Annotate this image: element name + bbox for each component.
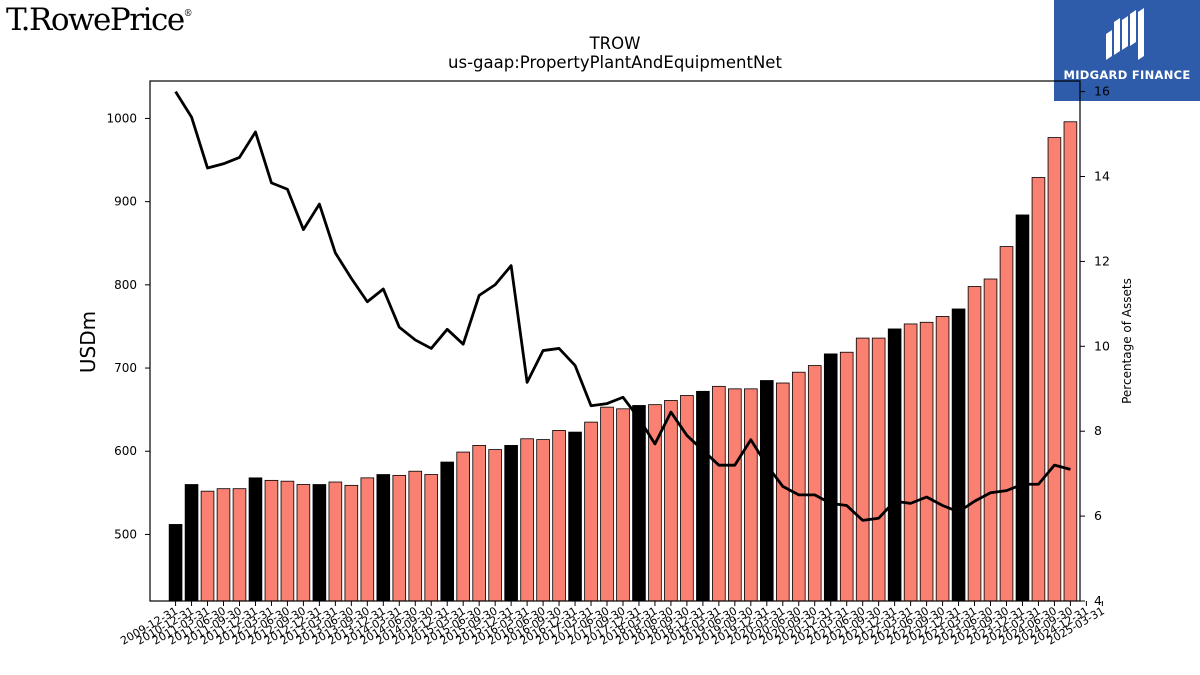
bar <box>887 328 902 602</box>
bar <box>696 390 710 602</box>
bar <box>664 400 678 602</box>
primary-y-axis: 500 600 700 800 900 1000 <box>106 111 150 541</box>
bar <box>680 395 694 602</box>
bar <box>264 479 279 602</box>
secondary-y-axis: 4 6 8 10 12 14 16 <box>1080 84 1110 608</box>
bar <box>408 470 423 602</box>
bar <box>632 405 646 602</box>
midgard-finance-logo: MIDGARD FINANCE <box>1054 0 1200 101</box>
bar <box>935 316 950 602</box>
bar <box>456 451 470 602</box>
bar <box>520 438 534 602</box>
bar <box>472 445 486 602</box>
bar <box>807 365 822 602</box>
bar <box>999 246 1014 602</box>
bar <box>328 481 343 602</box>
y2-axis-label: Percentage of Assets <box>1120 278 1134 404</box>
bar <box>536 439 550 602</box>
bar <box>504 445 518 602</box>
bar <box>983 278 998 602</box>
bar <box>919 321 934 602</box>
y2-tick-label: 4 <box>1094 593 1102 608</box>
midgard-mark-icon <box>1106 8 1144 60</box>
y2-tick-label: 14 <box>1094 169 1110 184</box>
bar <box>1015 214 1030 602</box>
y-tick-label: 700 <box>114 361 137 375</box>
bar <box>823 353 838 602</box>
bar <box>712 385 726 602</box>
bar <box>871 337 886 602</box>
bar <box>584 421 598 602</box>
x-axis: 2009-12-312010-12-312011-03-312011-06-30… <box>118 601 1107 648</box>
bar <box>600 406 614 602</box>
bar <box>616 408 630 602</box>
bar <box>760 380 774 602</box>
bar-series <box>168 121 1078 602</box>
bar <box>168 524 183 602</box>
plot-frame <box>149 80 1081 602</box>
bar <box>296 484 311 602</box>
chart-title: TROW <box>589 34 641 53</box>
bar <box>903 323 918 602</box>
bar <box>232 488 247 602</box>
bar <box>568 431 582 602</box>
y-tick-label: 900 <box>114 195 137 209</box>
bar <box>775 382 790 602</box>
y-tick-label: 500 <box>114 527 137 541</box>
partner-name: MIDGARD FINANCE <box>1063 68 1191 82</box>
y2-tick-label: 12 <box>1094 253 1110 268</box>
y2-tick-label: 10 <box>1094 338 1110 353</box>
bar <box>839 351 854 602</box>
y-tick-label: 1000 <box>106 111 137 125</box>
registered-mark: ® <box>183 8 193 19</box>
bar <box>855 337 870 602</box>
bar <box>312 484 327 602</box>
bar <box>440 461 455 602</box>
bar <box>1031 177 1046 602</box>
bar <box>967 286 982 602</box>
y-tick-label: 800 <box>114 278 137 292</box>
bar <box>728 388 742 602</box>
y-axis-label: USDm <box>76 311 100 373</box>
bar <box>1047 137 1062 602</box>
bar <box>216 488 231 602</box>
bar <box>424 474 439 602</box>
bar <box>951 308 966 602</box>
chart-subtitle: us-gaap:PropertyPlantAndEquipmentNet <box>448 53 782 72</box>
bar <box>344 484 359 602</box>
t-rowe-price-logo: T.RowePrice® <box>6 2 193 38</box>
bar <box>360 477 375 602</box>
bar <box>552 430 566 602</box>
bar <box>184 484 199 602</box>
y2-tick-label: 16 <box>1094 84 1110 99</box>
percentage-of-assets-line <box>174 90 1071 522</box>
y2-tick-label: 8 <box>1094 423 1102 438</box>
bar <box>280 480 295 602</box>
bar <box>744 388 758 602</box>
bar <box>200 490 215 602</box>
bar <box>376 474 391 602</box>
y2-tick-label: 6 <box>1094 508 1102 523</box>
bar <box>791 371 806 602</box>
y-tick-label: 600 <box>114 444 137 458</box>
bar <box>1063 121 1078 602</box>
brand-name: T.RowePrice <box>6 2 185 38</box>
bar <box>248 477 263 602</box>
bar <box>392 474 407 602</box>
bar <box>488 449 502 602</box>
